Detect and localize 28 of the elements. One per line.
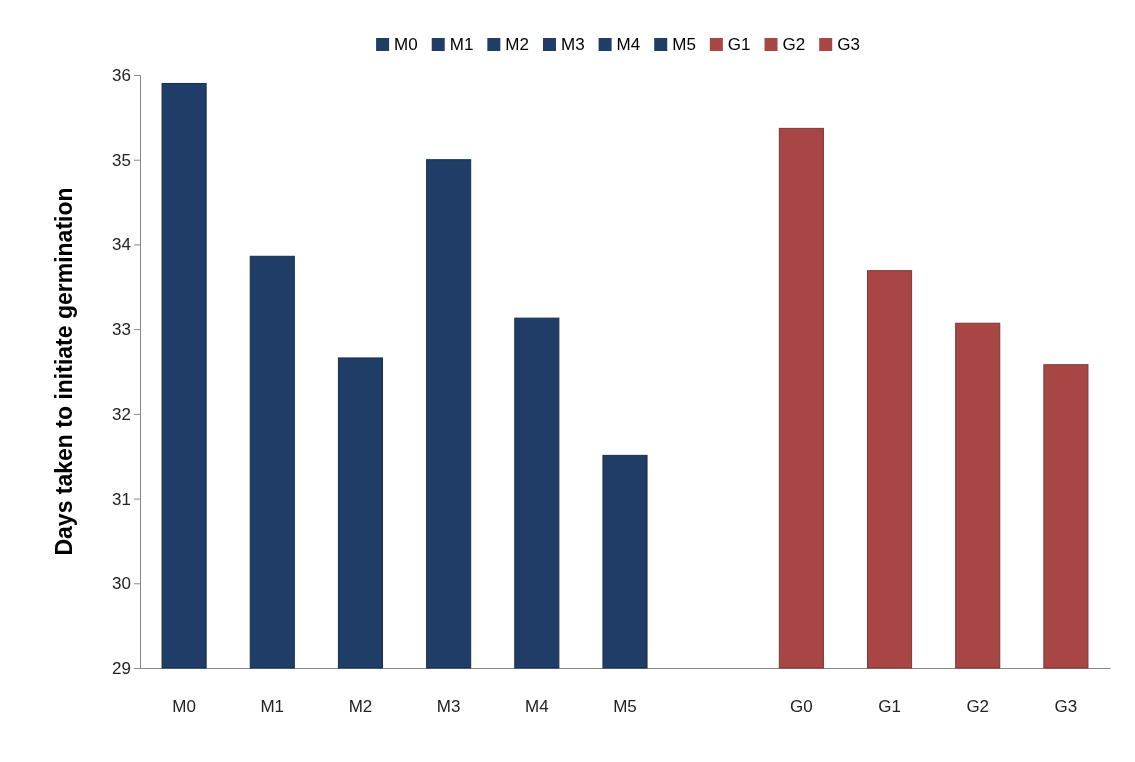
legend-label: M5 — [672, 35, 696, 54]
legend-label: G1 — [727, 35, 751, 54]
legend-label: M0 — [394, 35, 418, 54]
legend-label: M3 — [560, 35, 585, 54]
y-tick-label: 29 — [112, 658, 131, 678]
x-tick-label: M4 — [525, 697, 549, 717]
legend-label: M2 — [505, 35, 529, 54]
legend-label: M4 — [616, 35, 641, 54]
x-tick-label: M3 — [436, 697, 461, 717]
y-tick-label: 31 — [112, 489, 131, 509]
legend-label: M1 — [449, 35, 474, 54]
y-tick-label: 34 — [112, 235, 131, 255]
y-axis-title: Days taken to initiate germination — [51, 187, 77, 556]
x-tick-label: M5 — [613, 697, 637, 717]
x-tick-label: G2 — [966, 697, 990, 717]
legend-label: G2 — [782, 35, 806, 54]
x-tick-label: G0 — [790, 697, 813, 717]
x-tick-label: M0 — [172, 697, 196, 717]
x-tick-label: G1 — [878, 697, 901, 717]
legend-label: G3 — [837, 35, 860, 54]
y-tick-label: 36 — [112, 65, 131, 85]
x-tick-label: M2 — [348, 697, 373, 717]
y-tick-label: 30 — [112, 574, 131, 594]
x-tick-label: M1 — [260, 697, 285, 717]
y-tick-label: 32 — [112, 404, 131, 424]
y-tick-label: 35 — [112, 150, 131, 170]
x-tick-label: G3 — [1054, 697, 1078, 717]
y-tick-label: 33 — [112, 320, 131, 340]
